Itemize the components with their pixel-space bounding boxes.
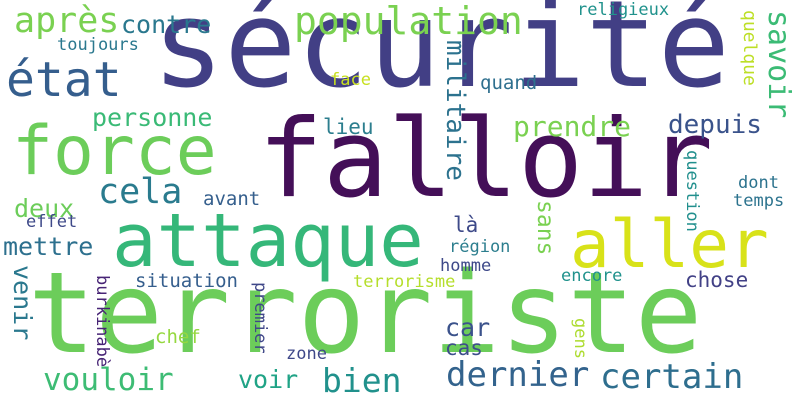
word-force: force	[12, 112, 217, 191]
word-situation: situation	[135, 270, 238, 292]
word-cas: cas	[445, 336, 483, 360]
word-aller: aller	[570, 206, 769, 283]
word-cela: cela	[98, 172, 183, 212]
word-religieux: religieux	[577, 0, 670, 20]
word-dernier: dernier	[446, 355, 590, 395]
word-burkinabe: burkinabè	[92, 275, 112, 368]
word-securite: sécurité	[152, 0, 730, 115]
word-vouloir: vouloir	[43, 362, 174, 398]
word-lieu: lieu	[323, 115, 374, 139]
word-etat: état	[6, 52, 122, 108]
word-savoir: savoir	[761, 10, 796, 119]
word-certain: certain	[600, 357, 744, 397]
word-face: face	[330, 70, 371, 90]
word-la: là	[453, 213, 479, 237]
word-militaire: militaire	[440, 40, 470, 181]
word-apres: après	[14, 1, 120, 41]
word-sans: sans	[532, 200, 558, 256]
word-attaque: attaque	[112, 198, 424, 284]
word-temps: temps	[733, 191, 785, 211]
word-effet: effet	[26, 212, 78, 232]
word-personne: personne	[92, 103, 213, 132]
word-voir: voir	[238, 365, 299, 394]
word-quelque: quelque	[739, 10, 760, 86]
word-dont: dont	[738, 173, 779, 193]
word-bien: bien	[322, 361, 402, 400]
word-terrorisme: terrorisme	[353, 272, 456, 292]
word-toujours: toujours	[57, 35, 139, 55]
word-encore: encore	[561, 266, 623, 286]
word-region: région	[449, 237, 511, 257]
word-car: car	[445, 313, 491, 342]
word-terroriste: terroriste	[28, 249, 703, 379]
word-premier: premier	[250, 282, 270, 354]
word-venir: venir	[8, 265, 37, 341]
word-gens: gens	[570, 318, 590, 359]
word-zone: zone	[286, 344, 327, 364]
word-falloir: falloir	[258, 97, 714, 222]
word-quand: quand	[480, 72, 538, 94]
word-population: population	[294, 0, 523, 43]
word-avant: avant	[203, 188, 261, 210]
word-prendre: prendre	[513, 110, 632, 143]
word-deux: deux	[14, 194, 75, 223]
word-depuis: depuis	[668, 110, 762, 140]
word-contre: contre	[121, 10, 212, 39]
word-chose: chose	[685, 268, 749, 292]
word-question: question	[682, 150, 702, 232]
word-homme: homme	[440, 256, 492, 276]
word-mettre: mettre	[3, 232, 94, 261]
word-chef: chef	[155, 326, 201, 348]
